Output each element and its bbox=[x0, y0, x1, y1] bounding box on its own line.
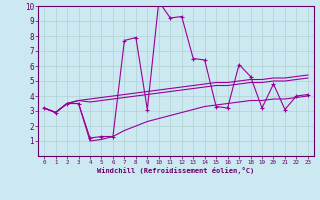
X-axis label: Windchill (Refroidissement éolien,°C): Windchill (Refroidissement éolien,°C) bbox=[97, 167, 255, 174]
